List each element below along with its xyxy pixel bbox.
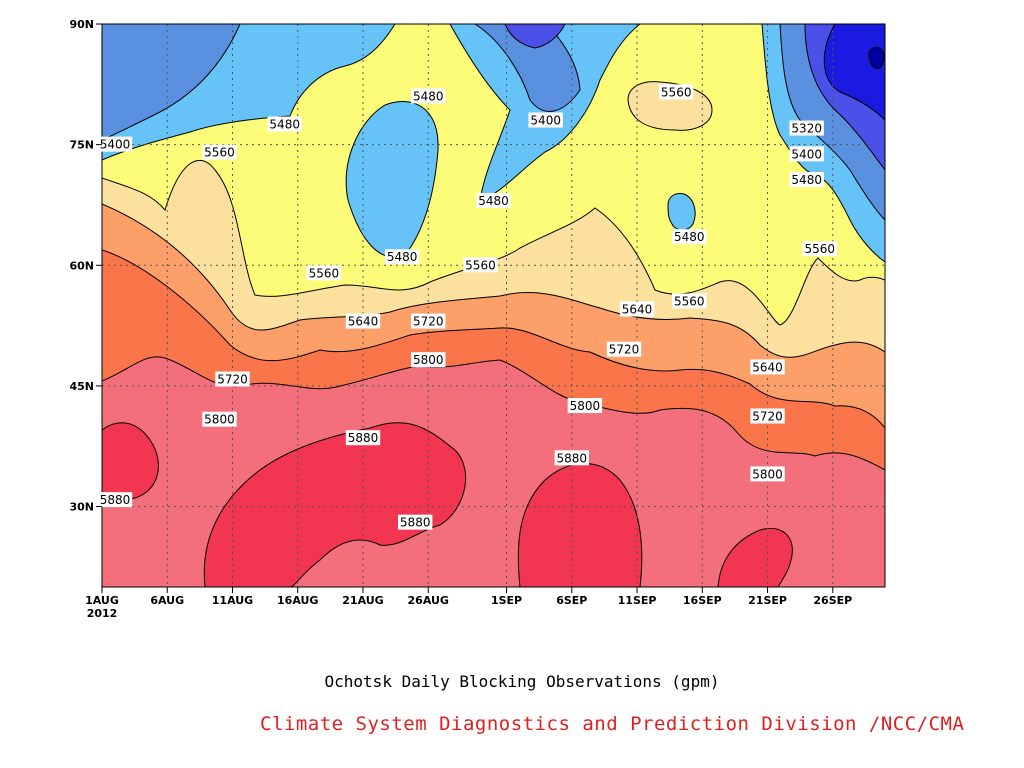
svg-text:5880: 5880 [557, 451, 588, 465]
svg-text:5640: 5640 [348, 315, 379, 329]
contour-label: 5720 [411, 313, 446, 329]
svg-text:5400: 5400 [791, 147, 822, 161]
fill-band-5480-5560 [102, 24, 885, 263]
contour-label: 5400 [789, 146, 824, 162]
contour-label: 5800 [202, 411, 237, 427]
fill-band-5320-5400 [504, 24, 566, 49]
x-tick-label: 6AUG [150, 594, 184, 607]
contour-label: 5560 [659, 84, 694, 100]
plot-frame [101, 23, 886, 588]
svg-text:5720: 5720 [413, 315, 444, 329]
svg-text:5560: 5560 [204, 146, 235, 160]
y-tick-label: 75N [69, 139, 94, 152]
svg-text:5480: 5480 [269, 118, 300, 132]
chart-credit: Climate System Diagnostics and Predictio… [260, 713, 965, 735]
contour-label: 5880 [554, 450, 589, 466]
svg-text:5560: 5560 [309, 266, 340, 280]
fill-band-5400-5480-b [474, 24, 581, 112]
svg-text:5400: 5400 [530, 114, 561, 128]
y-tick-label: 30N [69, 501, 94, 514]
contour-label: 5320 [789, 120, 824, 136]
svg-text:5800: 5800 [204, 413, 235, 427]
contour-label: 5560 [672, 293, 707, 309]
contour-label: 5800 [567, 398, 603, 414]
x-year-label: 2012 [87, 607, 118, 620]
contour-label: 5480 [384, 249, 420, 265]
x-tick-label: 21AUG [342, 594, 383, 607]
svg-text:5560: 5560 [674, 294, 705, 308]
y-tick-label: 90N [69, 18, 94, 31]
x-tick-label: 6SEP [556, 594, 587, 607]
contour-labels: 5400 5560 5480 5480 5400 5560 5320 5400 5480 5480… [97, 84, 837, 530]
y-tick-label: 45N [69, 380, 94, 393]
svg-text:5560: 5560 [804, 242, 835, 256]
cell-5880-center [203, 422, 467, 587]
cell-5400-5480-small [667, 193, 696, 231]
contour-label: 5640 [750, 359, 785, 375]
fill-band-5400-5480 [102, 24, 241, 141]
fill-band-5240-5320 [823, 24, 885, 121]
contour-label: 5720 [750, 408, 785, 424]
fill-band-below-5240 [868, 47, 885, 69]
svg-text:5880: 5880 [348, 431, 379, 445]
x-tick-label: 1AUG [85, 594, 119, 607]
svg-text:5480: 5480 [413, 89, 444, 103]
svg-text:5560: 5560 [465, 258, 496, 272]
x-tick-label: 11SEP [618, 594, 657, 607]
svg-text:5480: 5480 [791, 173, 822, 187]
contour-label: 5560 [463, 257, 498, 273]
contour-label: 5560 [202, 144, 237, 160]
x-tick-label: 26SEP [813, 594, 852, 607]
chart-title: Ochotsk Daily Blocking Observations (gpm… [324, 672, 720, 691]
x-tick-label: 1SEP [491, 594, 522, 607]
x-tick-label: 16AUG [277, 594, 318, 607]
svg-text:5320: 5320 [791, 122, 822, 136]
svg-text:5640: 5640 [622, 303, 653, 317]
contour-label: 5480 [672, 229, 707, 245]
cell-5880-late-sep [717, 528, 793, 587]
cell-5400-5480-mid [345, 101, 439, 258]
svg-text:5800: 5800 [570, 399, 601, 413]
svg-text:5480: 5480 [478, 194, 509, 208]
svg-text:5880: 5880 [100, 493, 131, 507]
contour-label: 5480 [411, 88, 446, 104]
svg-text:5880: 5880 [400, 516, 431, 530]
contour-label: 5640 [345, 313, 381, 329]
contour-label: 5400 [97, 136, 133, 152]
svg-text:5480: 5480 [674, 230, 705, 244]
svg-text:5560: 5560 [661, 85, 692, 99]
contour-label: 5720 [606, 341, 642, 357]
svg-text:5400: 5400 [100, 138, 131, 152]
contour-label: 5880 [97, 492, 133, 508]
svg-text:5800: 5800 [413, 353, 444, 367]
svg-text:5640: 5640 [752, 360, 783, 374]
contour-label: 5480 [789, 172, 824, 188]
contour-label: 5640 [619, 301, 655, 317]
axes: 1AUG 6AUG 11AUG 16AUG 21AUG 26AUG 1SEP 6SEP 11SE… [69, 18, 852, 620]
x-tick-label: 21SEP [748, 594, 787, 607]
svg-text:5480: 5480 [387, 250, 418, 264]
svg-text:5720: 5720 [217, 372, 248, 386]
x-tick-label: 26AUG [408, 594, 449, 607]
x-tick-label: 11AUG [212, 594, 253, 607]
contour-label: 5800 [750, 466, 785, 482]
contour-label: 5720 [215, 371, 250, 387]
contour-label: 5480 [476, 192, 511, 208]
contour-label: 5400 [528, 112, 563, 128]
contour-label: 5560 [802, 241, 837, 257]
x-tick-label: 16SEP [683, 594, 722, 607]
y-tick-label: 60N [69, 259, 94, 272]
contour-label: 5560 [306, 265, 342, 281]
contour-label: 5880 [345, 430, 381, 446]
contour-label: 5800 [411, 352, 446, 368]
svg-text:5720: 5720 [752, 409, 783, 423]
contour-label: 5480 [267, 116, 302, 132]
svg-text:5800: 5800 [752, 467, 783, 481]
contour-label: 5880 [398, 514, 433, 530]
svg-text:5720: 5720 [609, 343, 640, 357]
